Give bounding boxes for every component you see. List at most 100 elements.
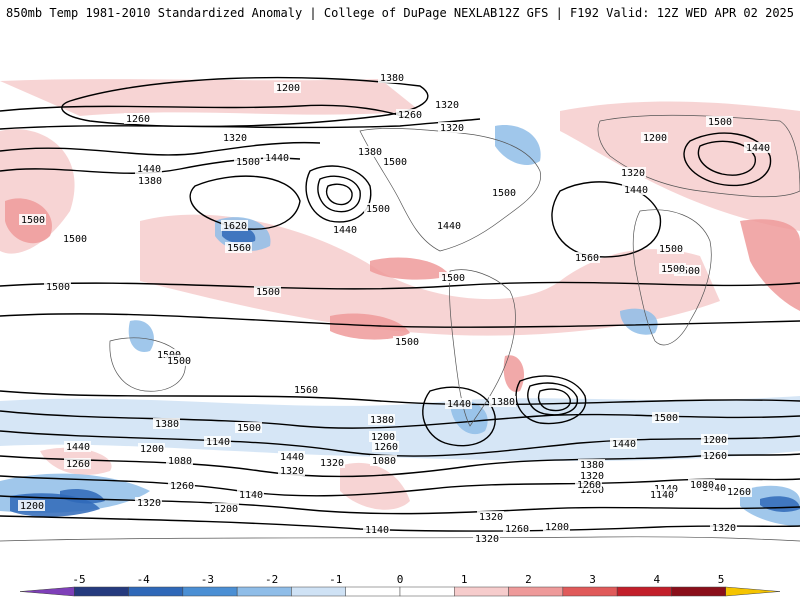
contour-label: 1260 (66, 459, 90, 470)
contour-label: 1320 (580, 471, 604, 482)
contour-label-bg (610, 438, 637, 449)
contour-label-bg (263, 152, 290, 163)
colorbar-segment (236, 586, 292, 597)
contour-label: 1320 (479, 512, 503, 523)
contour-label: 1140 (206, 437, 230, 448)
contour-label: 1260 (374, 442, 398, 453)
warm-anomaly-region (740, 219, 800, 311)
warm-anomaly-region (140, 214, 720, 336)
contour-label: 1440 (612, 439, 636, 450)
contour-label-bg (688, 479, 715, 490)
cold-anomaly-region (128, 320, 154, 352)
contour-label: 1260 (170, 481, 194, 492)
contour-label-bg (64, 441, 91, 452)
contour-label-bg (573, 252, 600, 263)
contour-label-bg (292, 384, 319, 395)
contour-label: 1140 (239, 490, 263, 501)
color-scale-legend: -5 -4 -3 -2 -1 0 1 2 3 4 5 (0, 570, 800, 600)
contour-label-bg (61, 233, 88, 244)
contour-label-bg (701, 434, 728, 445)
contour-label-bg (674, 265, 701, 276)
contour-label-bg (622, 184, 649, 195)
contour-label-bg (235, 422, 262, 433)
contour-label: 1440 (333, 225, 357, 236)
contour-label-bg (744, 142, 771, 153)
contour-label: 1620 (223, 221, 247, 232)
contour-label: 1500 (237, 423, 261, 434)
contour-label-bg (254, 286, 281, 297)
contour-label: 1260 (505, 524, 529, 535)
contour-label-bg (435, 220, 462, 231)
anomaly-map: 1200 1260 1260 1320 1320 1380 1320 1380 1500 1440… (0, 71, 800, 556)
contour-label: 1320 (435, 100, 459, 111)
contour-label: 1260 (398, 110, 422, 121)
contour-label: 1380 (138, 176, 162, 187)
contour-label-bg (445, 398, 472, 409)
warm-anomaly-region (370, 257, 450, 280)
contour-label-bg (657, 243, 684, 254)
colorbar-tick: -3 (201, 573, 214, 586)
contour-label-bg (381, 156, 408, 167)
contour-label: 1200 (371, 432, 395, 443)
colorbar-tick: -5 (72, 573, 85, 586)
colorbar-segment (74, 586, 129, 597)
cold-anomaly-region (620, 308, 658, 335)
contour-label-bg (372, 441, 399, 452)
contour-label-bg (331, 224, 358, 235)
contour-label: 1500 (441, 273, 465, 284)
colorbar-segment (508, 586, 564, 597)
contour-label: 1500 (654, 413, 678, 424)
colorbar-segment (616, 586, 672, 597)
contour-label: 1560 (294, 385, 318, 396)
contour-label-bg (136, 175, 163, 186)
contour-label-bg (278, 465, 305, 476)
contour-label: 1320 (712, 523, 736, 534)
contour-label: 1500 (21, 215, 45, 226)
contour-label-bg (652, 483, 679, 494)
contour-label: 1440 (66, 442, 90, 453)
contour-label-bg (543, 521, 570, 532)
contour-label: 1260 (577, 480, 601, 491)
colorbar-segment (725, 586, 781, 597)
colorbar-segment (19, 586, 75, 597)
contour-label: 1260 (703, 451, 727, 462)
anomaly-shading (0, 79, 800, 526)
contour-label-bg (439, 272, 466, 283)
contour-label: 1200 (140, 444, 164, 455)
contour-label: 1380 (580, 460, 604, 471)
contour-label: 1500 (256, 287, 280, 298)
contour-label: 1500 (167, 356, 191, 367)
contour-label-bg (652, 412, 679, 423)
warm-anomaly-region (340, 462, 410, 510)
contour-label-bg (221, 220, 248, 231)
contour-label: 1260 (727, 487, 751, 498)
contour-label-bg (278, 451, 305, 462)
contour-label: 1320 (621, 168, 645, 179)
contour-label: 1320 (280, 466, 304, 477)
contour-label-bg (155, 349, 182, 360)
contour-label: 1080 (690, 480, 714, 491)
contour-label: 1200 (580, 485, 604, 496)
contour-label: 1200 (276, 83, 300, 94)
warm-anomaly-region (560, 101, 800, 231)
contour-label: 1140 (365, 525, 389, 536)
contour-label: 1200 (20, 501, 44, 512)
colorbar-tick: 5 (718, 573, 725, 586)
colorbar-tick: 0 (397, 573, 404, 586)
contour-label: 1500 (366, 204, 390, 215)
contour-label: 1320 (475, 534, 499, 545)
contour-label: 1500 (708, 117, 732, 128)
contour-label-bg (490, 187, 517, 198)
contour-label-bg (363, 524, 390, 535)
colorbar-tick: -2 (265, 573, 278, 586)
cold-anomaly-region (0, 396, 800, 461)
colorbar-segment (182, 586, 238, 597)
cold-anomaly-region (495, 125, 541, 166)
contour-label-bg (64, 458, 91, 469)
contour-label-bg (138, 443, 165, 454)
contour-label-bg (393, 336, 420, 347)
contour-label: 1380 (380, 73, 404, 84)
contour-label-bg (356, 146, 383, 157)
contour-label: 1080 (168, 456, 192, 467)
model-run-info: 12Z GFS | F192 Valid: 12Z WED APR 02 202… (497, 6, 794, 20)
